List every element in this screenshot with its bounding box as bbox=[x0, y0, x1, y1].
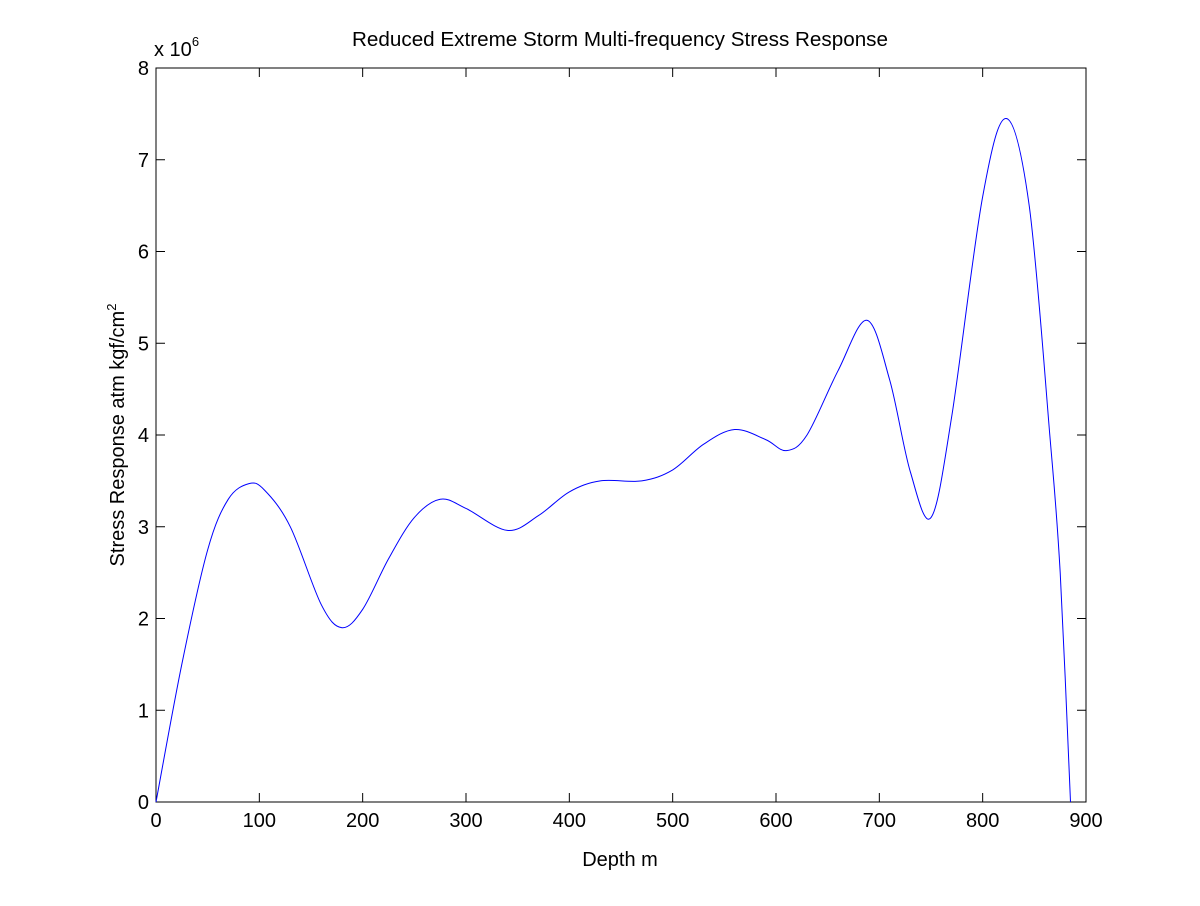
y-multiplier-exponent: 6 bbox=[192, 34, 199, 49]
y-tick-label: 5 bbox=[138, 333, 149, 355]
x-tick-label: 600 bbox=[759, 810, 792, 832]
plot-area bbox=[155, 67, 1087, 803]
x-tick-label: 0 bbox=[150, 810, 161, 832]
y-axis-label-superscript: 2 bbox=[104, 304, 119, 311]
y-tick-label: 6 bbox=[138, 242, 149, 264]
y-multiplier: x 106 bbox=[154, 34, 199, 61]
x-tick-label: 800 bbox=[966, 810, 999, 832]
x-tick-label: 400 bbox=[553, 810, 586, 832]
x-tick-label: 300 bbox=[449, 810, 482, 832]
y-axis-label: Stress Response atm kgf/cm2 bbox=[104, 304, 129, 567]
y-axis-label-text: Stress Response atm kgf/cm bbox=[107, 311, 129, 567]
y-tick-label: 4 bbox=[138, 425, 149, 447]
x-tick-label: 500 bbox=[656, 810, 689, 832]
x-tick-label: 900 bbox=[1069, 810, 1102, 832]
x-axis-label: Depth m bbox=[582, 849, 658, 871]
x-tick-label: 100 bbox=[243, 810, 276, 832]
series-line-stress bbox=[155, 118, 1071, 803]
y-tick-label: 0 bbox=[138, 792, 149, 814]
y-tick-label: 8 bbox=[138, 58, 149, 80]
chart-title: Reduced Extreme Storm Multi-frequency St… bbox=[352, 29, 888, 51]
y-tick-label: 3 bbox=[138, 517, 149, 539]
x-tick-label: 200 bbox=[346, 810, 379, 832]
y-multiplier-base: x 10 bbox=[154, 39, 192, 61]
x-tick-label: 700 bbox=[863, 810, 896, 832]
y-tick-label: 2 bbox=[138, 609, 149, 631]
y-tick-label: 7 bbox=[138, 150, 149, 172]
y-tick-label: 1 bbox=[138, 700, 149, 722]
